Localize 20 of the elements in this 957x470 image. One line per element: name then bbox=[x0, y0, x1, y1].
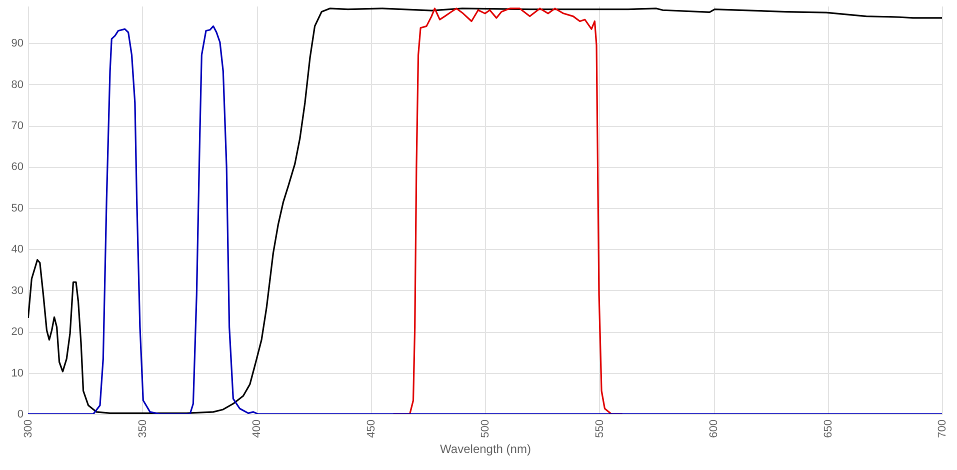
x-tick-label: 350 bbox=[136, 420, 149, 438]
y-tick-label: 10 bbox=[11, 367, 24, 380]
y-tick-label: 60 bbox=[11, 161, 24, 174]
x-tick-label: 650 bbox=[822, 420, 834, 438]
x-tick-label: 400 bbox=[251, 420, 263, 438]
x-axis-title: Wavelength (nm) bbox=[440, 442, 531, 456]
y-tick-label: 0 bbox=[17, 408, 24, 420]
y-tick-label: 80 bbox=[11, 78, 24, 91]
y-tick-label: 40 bbox=[11, 244, 24, 256]
y-tick-label: 50 bbox=[11, 202, 24, 214]
x-tick-label: 700 bbox=[936, 420, 948, 438]
x-tick-label: 550 bbox=[594, 420, 606, 438]
y-tick-label: 70 bbox=[11, 120, 24, 132]
y-tick-label: 90 bbox=[11, 38, 24, 50]
y-tick-label: 20 bbox=[11, 326, 24, 338]
x-tick-label: 300 bbox=[22, 420, 34, 438]
x-tick-label: 450 bbox=[365, 420, 378, 438]
x-tick-label: 600 bbox=[708, 420, 720, 438]
x-tick-label: 500 bbox=[480, 420, 492, 438]
y-tick-label: 30 bbox=[11, 284, 24, 297]
